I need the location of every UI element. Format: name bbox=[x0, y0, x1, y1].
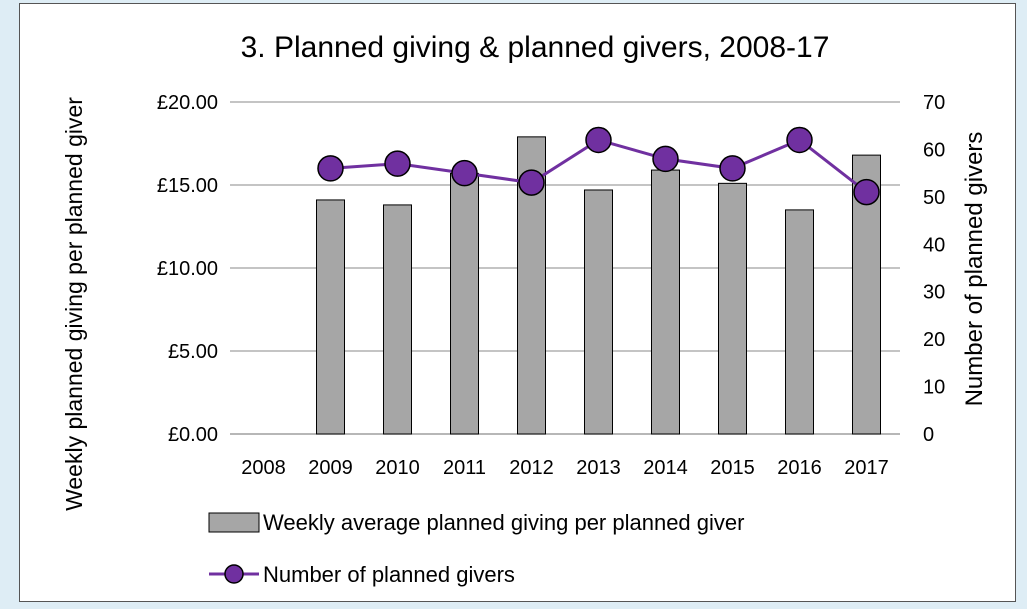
svg-text:Weekly planned giving per plan: Weekly planned giving per planned giver bbox=[61, 97, 87, 511]
line-point bbox=[451, 159, 478, 187]
line-point bbox=[585, 126, 612, 154]
chart-title: 3. Planned giving & planned givers, 2008… bbox=[241, 31, 830, 64]
right-tick-label: 50 bbox=[923, 187, 945, 209]
left-axis-ticks: £0.00 £5.00 £10.00 £15.00 £20.00 bbox=[157, 92, 218, 446]
line-series bbox=[317, 126, 880, 206]
line-point bbox=[786, 126, 813, 154]
legend: Weekly average planned giving per planne… bbox=[208, 510, 744, 587]
bar bbox=[852, 154, 881, 435]
legend-bar-label: Weekly average planned giving per planne… bbox=[263, 510, 744, 535]
bar-series bbox=[316, 136, 881, 435]
bar bbox=[383, 204, 412, 435]
left-tick-label: £5.00 bbox=[168, 341, 218, 363]
right-tick-label: 10 bbox=[923, 377, 945, 399]
left-tick-label: £20.00 bbox=[157, 92, 218, 114]
x-tick-label: 2011 bbox=[443, 457, 486, 479]
line-point bbox=[719, 155, 746, 182]
legend-line-label: Number of planned givers bbox=[263, 562, 515, 587]
x-tick-label: 2016 bbox=[777, 457, 822, 479]
bar bbox=[718, 182, 747, 435]
bar bbox=[584, 189, 613, 435]
chart-frame: 3. Planned giving & planned givers, 2008… bbox=[19, 3, 1016, 602]
x-tick-label: 2015 bbox=[710, 457, 755, 479]
x-tick-label: 2008 bbox=[241, 457, 286, 479]
legend-item-bars: Weekly average planned giving per planne… bbox=[208, 510, 744, 535]
line-point bbox=[853, 178, 880, 206]
line-point bbox=[518, 169, 545, 196]
x-axis-ticks: 2008 2009 2010 2011 2012 2013 2014 2015 2016 2017 bbox=[241, 457, 889, 479]
chart-canvas: 3. Planned giving & planned givers, 2008… bbox=[61, 31, 988, 587]
legend-item-line: Number of planned givers bbox=[209, 562, 515, 587]
x-tick-label: 2017 bbox=[844, 457, 889, 479]
right-tick-label: 70 bbox=[923, 92, 945, 114]
right-tick-label: 40 bbox=[923, 234, 945, 256]
bar bbox=[785, 209, 814, 435]
legend-bar-swatch bbox=[208, 512, 260, 533]
right-axis-title: Number of planned givers bbox=[961, 132, 988, 407]
right-tick-label: 60 bbox=[923, 139, 945, 161]
legend-line-marker bbox=[224, 564, 244, 584]
x-tick-label: 2010 bbox=[375, 457, 420, 479]
right-axis-ticks: 0 10 20 30 40 50 60 70 bbox=[923, 92, 945, 446]
line-point bbox=[384, 150, 411, 177]
right-tick-label: 30 bbox=[923, 282, 945, 304]
x-tick-label: 2013 bbox=[576, 457, 621, 479]
x-tick-label: 2012 bbox=[509, 457, 554, 479]
bar bbox=[450, 172, 479, 435]
bar bbox=[316, 199, 345, 435]
x-tick-label: 2014 bbox=[643, 457, 688, 479]
left-tick-label: £0.00 bbox=[168, 424, 218, 446]
right-tick-label: 0 bbox=[923, 424, 934, 446]
right-tick-label: 20 bbox=[923, 329, 945, 351]
left-axis-title: Weekly planned giving per planned giver bbox=[61, 97, 87, 511]
left-tick-label: £10.00 bbox=[157, 258, 218, 280]
line-point bbox=[317, 155, 344, 182]
x-tick-label: 2009 bbox=[308, 457, 353, 479]
left-tick-label: £15.00 bbox=[157, 175, 218, 197]
bar bbox=[651, 169, 680, 435]
line-point bbox=[652, 145, 679, 173]
